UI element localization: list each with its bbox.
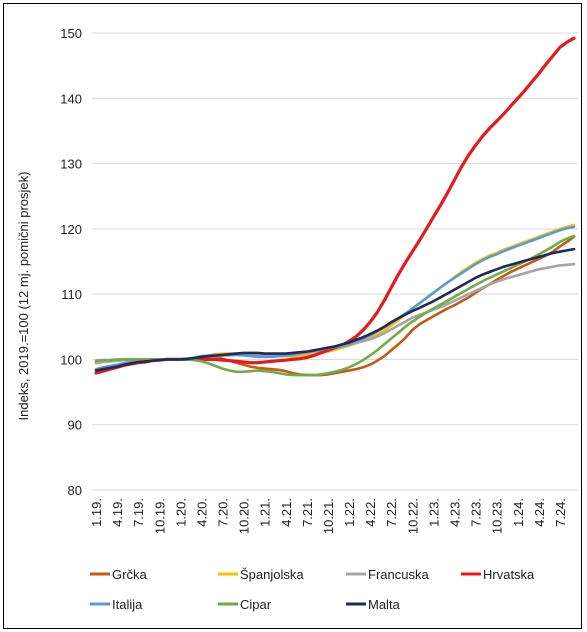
gridlines [92,32,578,491]
x-tick-label: 1.22. [342,498,357,527]
legend-label-2: Francuska [368,567,429,582]
y-tick-label: 80 [68,483,82,498]
y-tick-label: 110 [61,287,82,302]
series-line-4 [94,225,576,371]
y-tick-label: 120 [60,222,82,237]
x-axis-ticks: 1.19. 4.19. 7.19. 10.19. 1.20. 4.20. 7.20. 10.2… [89,498,568,534]
legend-label-0: Grčka [112,567,147,582]
series-line-5 [94,234,576,377]
x-tick-label: 7.20. [216,498,231,527]
legend-label-1: Španjolska [240,567,304,582]
legend-label-6: Malta [368,597,401,612]
x-tick-label: 7.19. [131,498,146,527]
x-tick-label: 1.24. [511,498,526,527]
x-tick-label: 4.21. [279,498,294,527]
x-tick-label: 10.22. [405,498,420,534]
legend-label-5: Cipar [240,597,272,612]
x-tick-label: 1.20. [173,498,188,527]
x-tick-label: 1.21. [258,498,273,527]
series-line-0 [94,235,576,377]
x-tick-label: 7.23. [469,498,484,527]
x-tick-label: 7.21. [300,498,315,527]
x-tick-label: 10.23. [490,498,505,534]
x-tick-label: 10.19. [152,498,167,534]
chart-frame [3,3,582,629]
y-axis-ticks: 80 90 100 110 120 130 140 150 [60,26,82,498]
x-tick-label: 1.23. [426,498,441,527]
y-tick-label: 100 [60,352,82,367]
y-tick-label: 150 [60,26,82,41]
y-axis-label: Indeks, 2019.=100 (12 mj. pomični prosje… [16,172,31,421]
x-tick-label: 7.22. [384,498,399,527]
x-tick-label: 10.21. [321,498,336,534]
legend-label-3: Hrvatska [483,567,535,582]
legend: Grčka Španjolska Francuska Hrvatska Italija C… [90,567,535,612]
legend-label-4: Italija [112,597,143,612]
x-tick-label: 10.20. [237,498,252,534]
y-tick-label: 90 [68,418,82,433]
series-line-6 [94,247,576,372]
series-lines [94,36,576,377]
y-tick-label: 130 [60,157,82,172]
x-tick-label: 4.20. [194,498,209,527]
x-tick-label: 4.22. [363,498,378,527]
x-tick-label: 4.23. [448,498,463,527]
x-tick-label: 7.24. [553,498,568,527]
x-tick-label: 4.24. [532,498,547,527]
y-tick-label: 140 [60,91,82,106]
x-tick-label: 1.19. [89,498,104,527]
x-tick-label: 4.19. [110,498,125,527]
series-line-3 [94,36,576,375]
